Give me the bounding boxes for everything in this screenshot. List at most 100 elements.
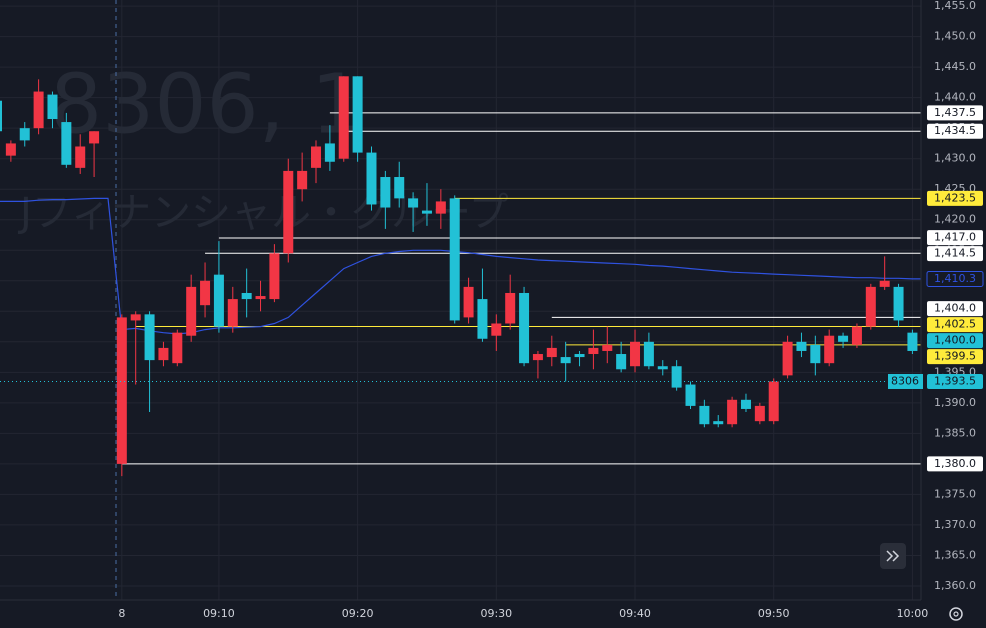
y-tick-label: 1,390.0 <box>934 396 976 409</box>
candle-body <box>352 76 363 153</box>
last-price-label-box <box>927 373 983 389</box>
candle-body <box>0 100 2 132</box>
vwap-label-box <box>926 270 984 287</box>
candle-body <box>19 128 30 141</box>
candle-body <box>61 122 72 165</box>
candle-body <box>588 347 599 355</box>
candle-body <box>574 354 585 358</box>
level-label: 1,434.5 <box>934 124 976 137</box>
candle-body <box>560 357 571 364</box>
candle-body <box>408 198 419 208</box>
candle-body <box>380 177 391 208</box>
y-tick-label: 1,440.0 <box>934 91 976 104</box>
candle-body <box>33 91 44 129</box>
scroll-button[interactable] <box>880 543 906 569</box>
candle-body <box>519 292 530 364</box>
candle-body <box>75 146 86 168</box>
candle-body <box>158 347 169 361</box>
candle-body <box>435 201 446 214</box>
last-price-label: 1,393.5 <box>934 374 976 387</box>
candle-body <box>768 381 779 422</box>
level-label: 1,402.5 <box>934 318 976 331</box>
level-label: 1,417.0 <box>934 231 976 244</box>
candle-body <box>394 177 405 199</box>
candle-body <box>824 335 835 364</box>
candle-body <box>699 405 710 425</box>
candle-body <box>5 143 16 156</box>
level-label-box <box>927 333 983 349</box>
x-tick-label: 09:50 <box>758 607 790 620</box>
candle-body <box>532 354 543 361</box>
y-tick-label: 1,360.0 <box>934 579 976 592</box>
candle-body <box>893 286 904 321</box>
candle-body <box>754 405 765 422</box>
y-tick-label: 1,370.0 <box>934 518 976 531</box>
y-tick-label: 1,430.0 <box>934 152 976 165</box>
level-label: 1,423.5 <box>934 191 976 204</box>
candle-body <box>116 317 127 464</box>
candle-body <box>671 366 682 388</box>
candle-body <box>685 384 696 406</box>
y-tick-label: 1,385.0 <box>934 426 976 439</box>
candle-body <box>172 332 183 364</box>
x-tick-label: 10:00 <box>897 607 929 620</box>
candle-body <box>463 286 474 318</box>
candle-body <box>907 332 918 351</box>
level-label-box <box>927 123 983 139</box>
level-label: 1,414.5 <box>934 247 976 260</box>
level-label-box <box>927 349 983 365</box>
level-label-box <box>927 190 983 206</box>
level-label-box <box>927 246 983 262</box>
symbol-box <box>888 373 923 389</box>
x-tick-label: 3 <box>0 607 1 620</box>
candle-body <box>713 421 724 425</box>
axes: 1,455.01,450.01,445.01,440.01,435.01,430… <box>0 0 976 620</box>
x-tick-label: 8 <box>118 607 125 620</box>
candle-body <box>477 299 488 339</box>
candle-body <box>740 399 751 409</box>
level-label-box <box>927 317 983 333</box>
level-label: 1,400.0 <box>934 334 976 347</box>
candle-body <box>213 274 224 327</box>
settings-button[interactable] <box>949 607 963 621</box>
candle-body <box>879 280 890 287</box>
watermark-symbol: 8306, 1 <box>50 57 363 152</box>
candle-body <box>297 170 308 190</box>
candle-body <box>144 314 155 361</box>
candle-body <box>186 286 197 336</box>
candle-body <box>47 94 58 120</box>
candle-body <box>491 323 502 336</box>
candle-body <box>89 131 100 144</box>
candle-body <box>602 344 613 351</box>
candle-body <box>421 210 432 214</box>
candle-body <box>241 292 252 300</box>
candle-body <box>782 341 793 376</box>
candle-body <box>130 314 141 321</box>
candle-body <box>643 341 654 367</box>
x-tick-label: 09:10 <box>203 607 235 620</box>
level-label-box <box>927 456 983 472</box>
level-label-box <box>927 301 983 317</box>
candle-body <box>366 152 377 205</box>
candle-body <box>324 143 335 162</box>
candle-body <box>200 280 211 306</box>
y-tick-label: 1,420.0 <box>934 213 976 226</box>
candle-body <box>449 198 460 321</box>
y-tick-label: 1,365.0 <box>934 548 976 561</box>
candle-body <box>865 286 876 327</box>
level-label: 1,404.0 <box>934 302 976 315</box>
level-label: 1,399.5 <box>934 350 976 363</box>
symbol-label: 8306 <box>891 374 919 387</box>
candle-body <box>283 170 294 254</box>
level-label-box <box>927 230 983 246</box>
candle-body <box>227 299 238 327</box>
price-labels: 1,437.5 1,434.5 1,423.5 1,417.0 1,414.5 1,410… <box>888 105 984 472</box>
candle-body <box>727 399 738 425</box>
candle-body <box>255 296 266 300</box>
watermark-name: Jフィナンシャル・グループ <box>17 190 509 236</box>
level-label: 1,437.5 <box>934 106 976 119</box>
y-tick-label: 1,455.0 <box>934 0 976 12</box>
vwap-label: 1,410.3 <box>934 272 976 285</box>
level-label-box <box>927 105 983 121</box>
